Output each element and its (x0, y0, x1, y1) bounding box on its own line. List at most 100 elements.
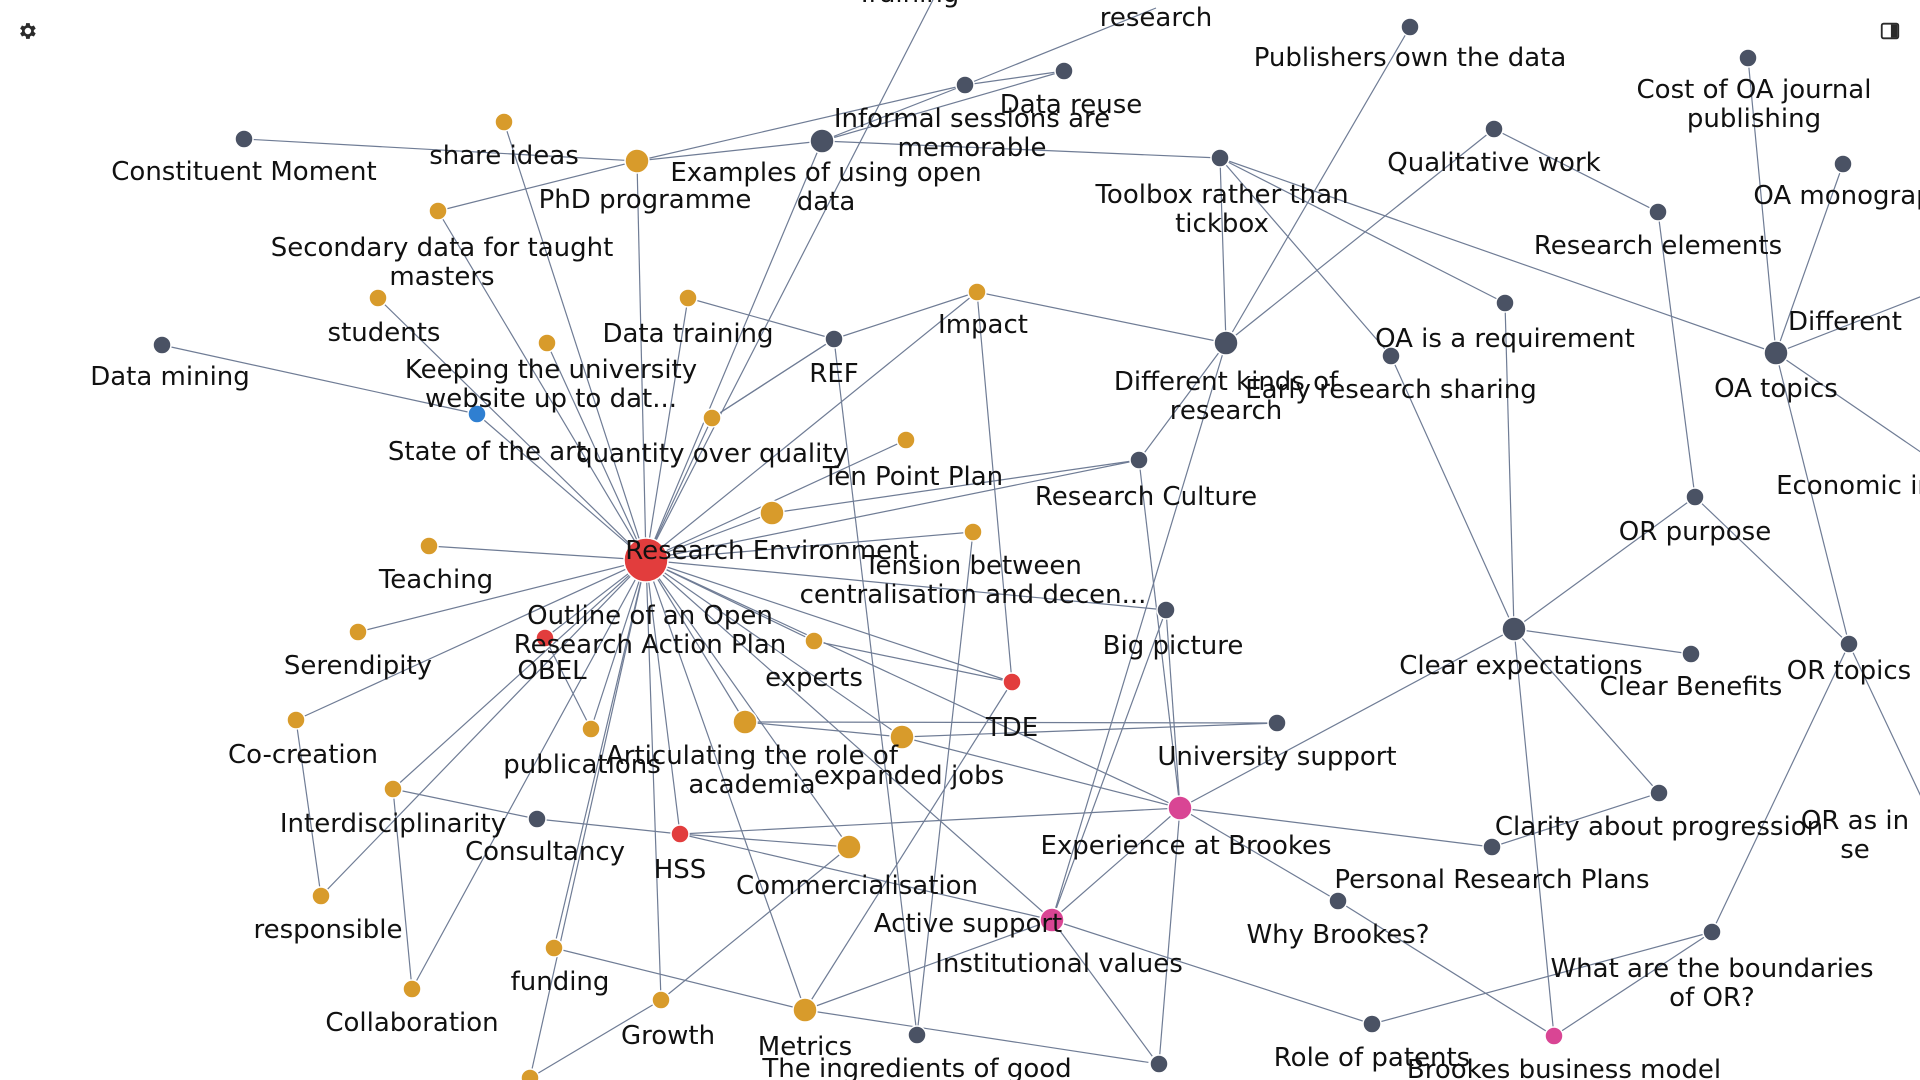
edge-active_support-inst_values (1051, 919, 1159, 1065)
label-secondary: Secondary data for taught masters (271, 233, 614, 292)
node-teaching[interactable] (419, 536, 439, 556)
node-examples[interactable] (809, 128, 835, 154)
label-collaboration: Collaboration (325, 1008, 498, 1038)
label-active-support: Active support (874, 909, 1063, 939)
edge-research_env-data_training (645, 297, 689, 561)
label-training-top: Training (856, 0, 960, 9)
node-outline-oa[interactable] (535, 628, 555, 648)
node-univ-support[interactable] (1267, 713, 1287, 733)
label-share-ideas: share ideas (429, 141, 579, 171)
node-oa-mono[interactable] (1833, 154, 1853, 174)
node-secondary[interactable] (428, 201, 448, 221)
node-or-topics[interactable] (1839, 634, 1859, 654)
edge-research_env-quantity (645, 417, 713, 561)
edge-examples-informal (821, 84, 966, 142)
node-big-picture[interactable] (1156, 600, 1176, 620)
node-keeping[interactable] (537, 333, 557, 353)
edge-research_env-hss (645, 559, 681, 835)
node-early-sharing[interactable] (1381, 346, 1401, 366)
node-data-mining[interactable] (152, 335, 172, 355)
node-ingredients[interactable] (907, 1025, 927, 1045)
node-consultancy[interactable] (527, 809, 547, 829)
panel-toggle-button[interactable] (1875, 16, 1905, 46)
node-oa-topics[interactable] (1763, 340, 1789, 366)
node-metrics[interactable] (792, 997, 818, 1023)
settings-button[interactable] (12, 16, 42, 46)
node-exp-brookes[interactable] (1167, 795, 1193, 821)
edge-research_culture-exp_brookes (1138, 459, 1181, 809)
edge-clarity-personal_plans (1491, 792, 1660, 848)
node-ingredients-b[interactable] (1149, 1054, 1169, 1074)
node-clear-benefits[interactable] (1681, 644, 1701, 664)
node-quantity[interactable] (702, 408, 722, 428)
node-boundaries[interactable] (1702, 922, 1722, 942)
node-share-ideas[interactable] (494, 112, 514, 132)
node-funding[interactable] (544, 938, 564, 958)
node-constituent[interactable] (234, 129, 254, 149)
node-impact[interactable] (967, 282, 987, 302)
edge-growth-gold_bottom (529, 999, 662, 1079)
edge-exp_brookes-big_picture (1165, 609, 1181, 809)
node-growth[interactable] (651, 990, 671, 1010)
node-responsible[interactable] (311, 886, 331, 906)
node-tension[interactable] (963, 522, 983, 542)
node-cost-oa[interactable] (1738, 48, 1758, 68)
node-ten-point[interactable] (896, 430, 916, 450)
node-research-elements[interactable] (1648, 202, 1668, 222)
node-clarity[interactable] (1649, 783, 1669, 803)
label-univ-support: University support (1157, 742, 1396, 772)
label-clarity: Clarity about progression (1495, 812, 1823, 842)
node-expanded[interactable] (889, 724, 915, 750)
node-experts[interactable] (804, 631, 824, 651)
edge-or_topics-boundaries (1711, 643, 1850, 933)
nodes-layer (152, 17, 1859, 1080)
node-toolbox[interactable] (1210, 148, 1230, 168)
edge-research_env-collaboration (411, 559, 647, 990)
node-ref[interactable] (824, 329, 844, 349)
label-interdisc: Interdisciplinarity (280, 809, 506, 839)
label-funding: funding (511, 967, 610, 997)
node-diff-kinds[interactable] (1213, 330, 1239, 356)
node-commercial[interactable] (836, 834, 862, 860)
label-responsible: responsible (253, 915, 402, 945)
label-economic: Economic in (1776, 471, 1920, 501)
node-oa-requirement[interactable] (1495, 293, 1515, 313)
edge-oa_topics-economic (1775, 352, 1920, 453)
node-students[interactable] (368, 288, 388, 308)
node-brookes-bm[interactable] (1544, 1026, 1564, 1046)
node-qualitative[interactable] (1484, 119, 1504, 139)
node-phd[interactable] (624, 148, 650, 174)
edge-or_purpose-or_topics (1694, 496, 1850, 645)
node-data-reuse[interactable] (1054, 61, 1074, 81)
edge-hss-commercial (679, 833, 850, 848)
node-research-env[interactable] (623, 537, 669, 583)
node-publications[interactable] (581, 719, 601, 739)
node-hss[interactable] (670, 824, 690, 844)
label-why-brookes: Why Brookes? (1246, 920, 1429, 950)
label-research-env: Research Environment (625, 536, 919, 566)
node-why-brookes[interactable] (1328, 891, 1348, 911)
edge-phd-examples (636, 140, 823, 162)
node-personal-plans[interactable] (1482, 837, 1502, 857)
label-consultancy: Consultancy (465, 837, 625, 867)
node-clear-exp[interactable] (1501, 616, 1527, 642)
node-active-support[interactable] (1039, 907, 1065, 933)
node-gold-bottom[interactable] (520, 1068, 540, 1080)
node-articulating[interactable] (732, 709, 758, 735)
node-serendipity[interactable] (348, 622, 368, 642)
node-collaboration[interactable] (402, 979, 422, 999)
node-state-art[interactable] (467, 404, 487, 424)
node-interdisc[interactable] (383, 779, 403, 799)
node-informal[interactable] (955, 75, 975, 95)
node-gold-mid[interactable] (759, 500, 785, 526)
node-cocreation[interactable] (286, 710, 306, 730)
node-data-training[interactable] (678, 288, 698, 308)
edge-impact-tde (976, 291, 1013, 683)
node-tde[interactable] (1002, 672, 1022, 692)
label-qualitative: Qualitative work (1387, 148, 1600, 178)
node-research-culture[interactable] (1129, 450, 1149, 470)
node-publishers[interactable] (1400, 17, 1420, 37)
node-or-purpose[interactable] (1685, 487, 1705, 507)
node-patents[interactable] (1362, 1014, 1382, 1034)
